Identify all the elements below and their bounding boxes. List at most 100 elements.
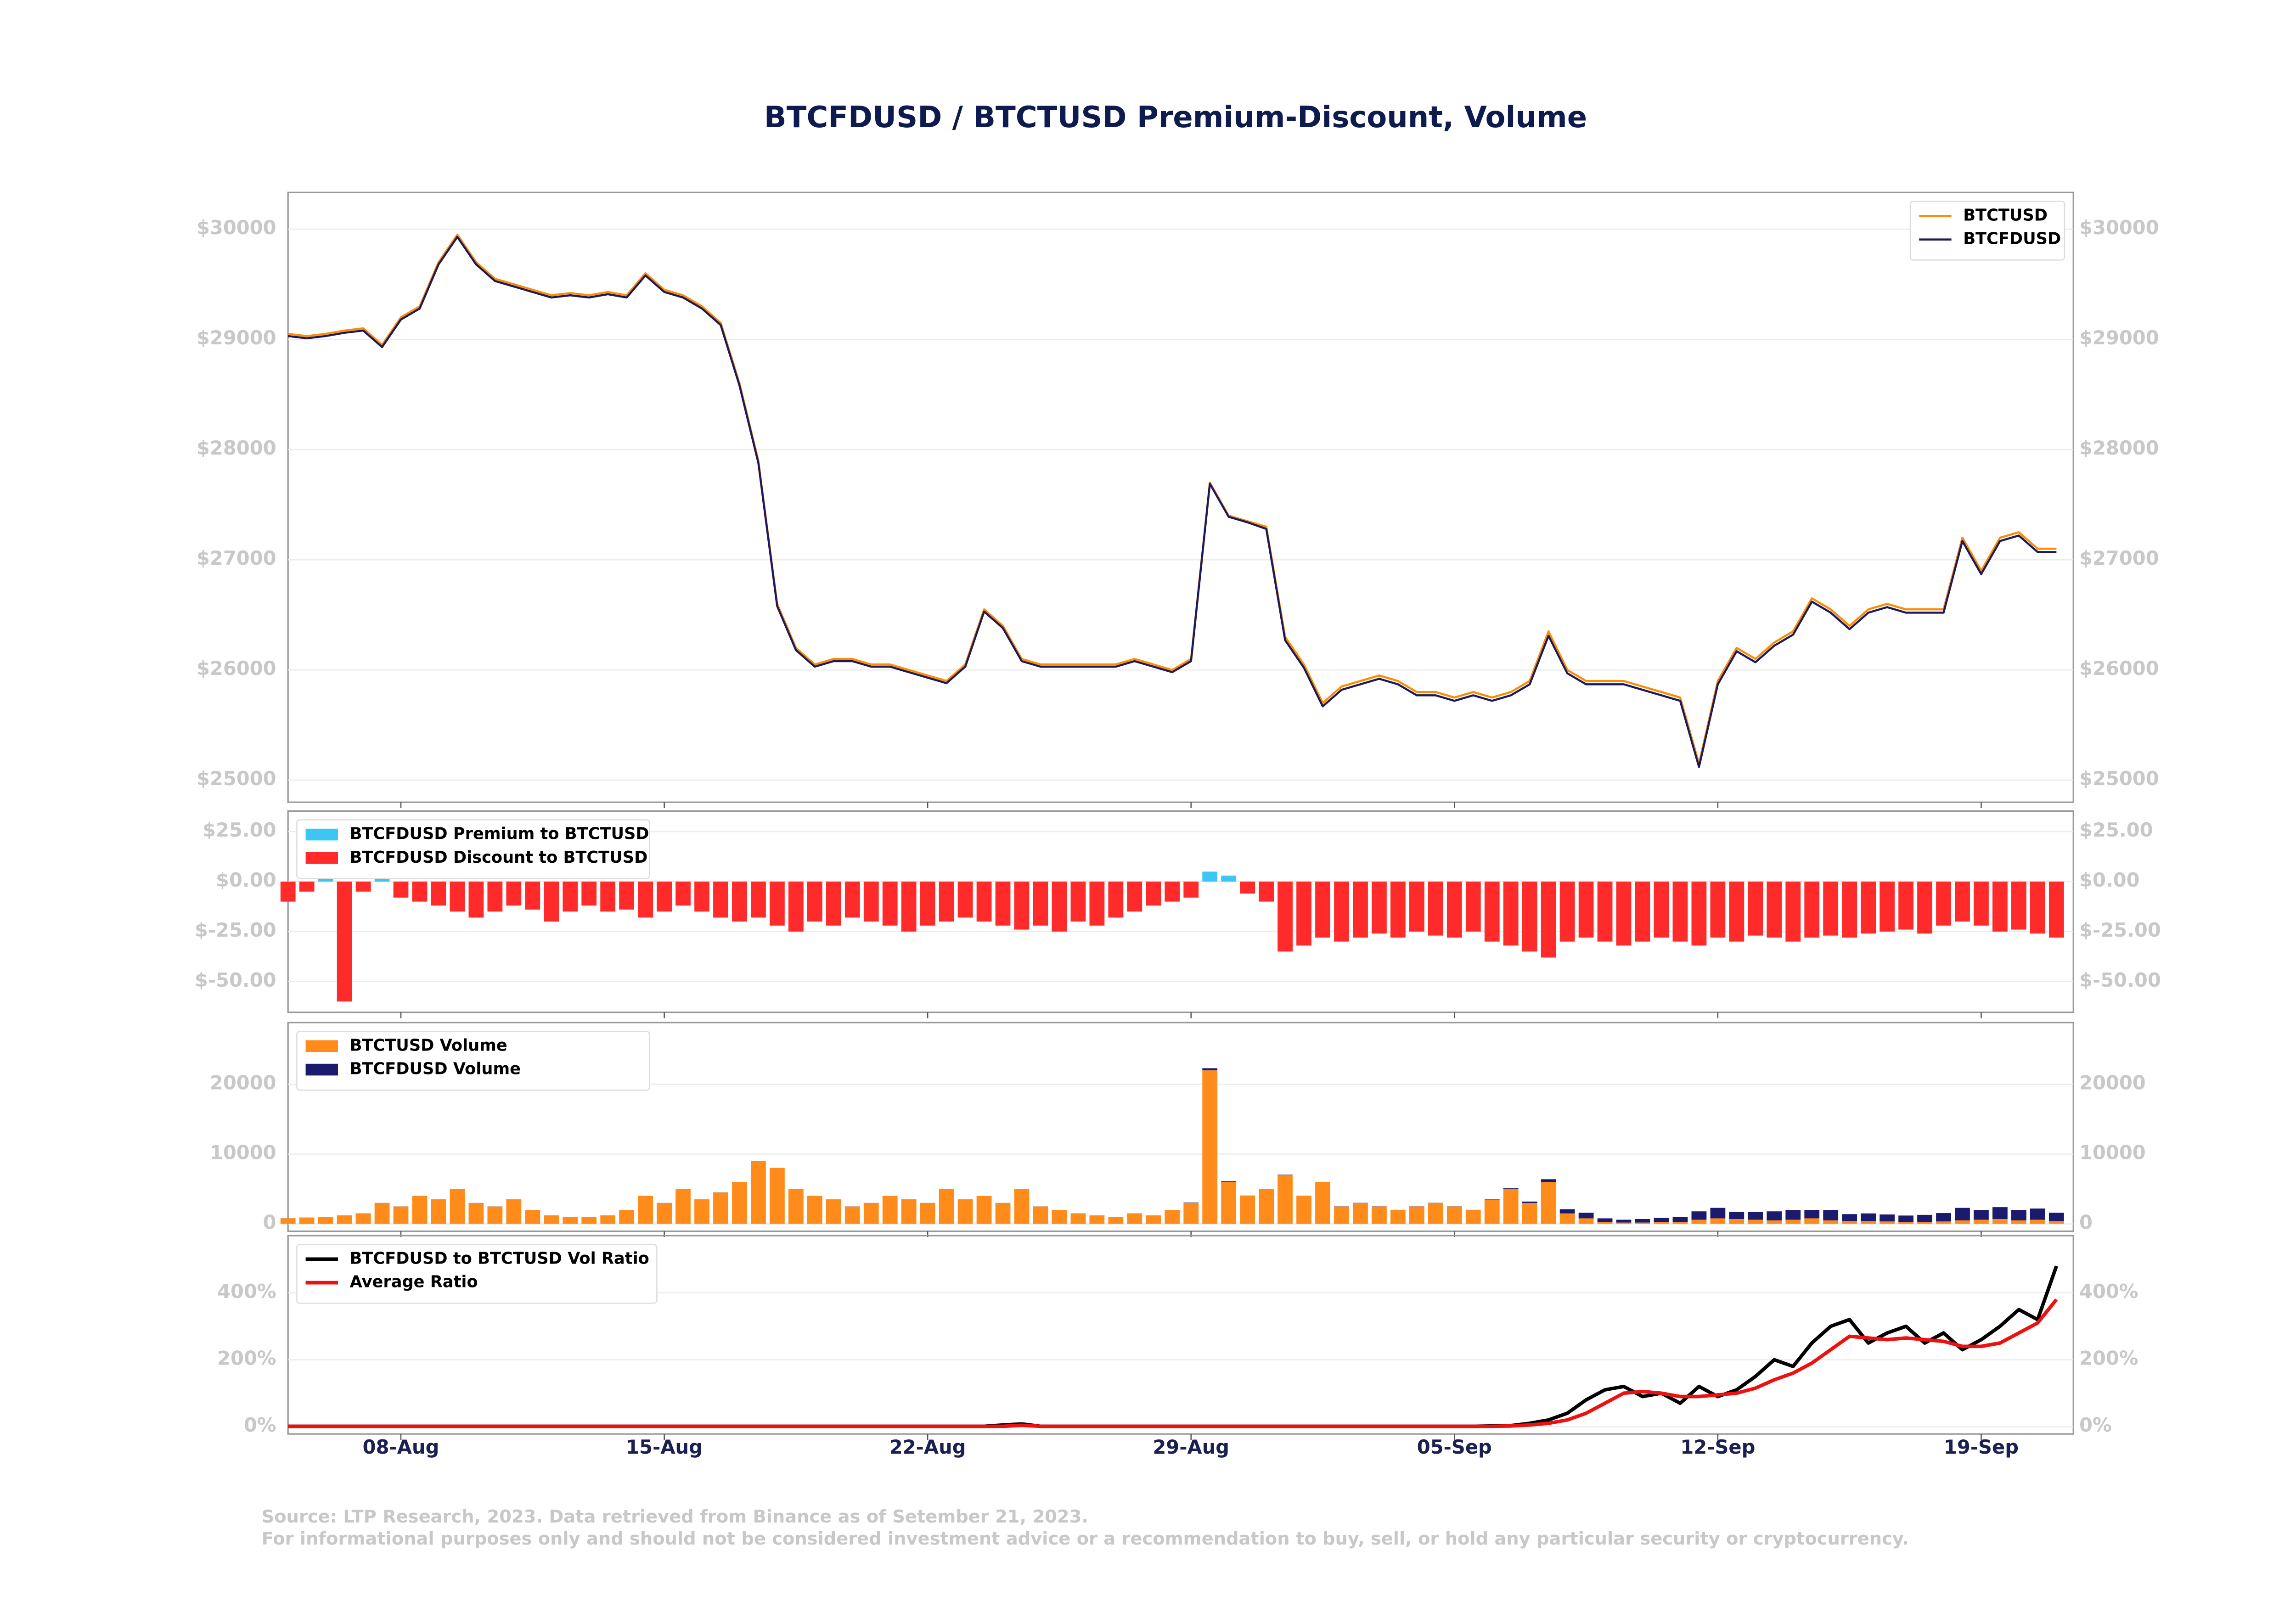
bar <box>1804 882 1820 938</box>
bar <box>563 882 578 912</box>
bar <box>1823 1220 1839 1224</box>
bar <box>1880 1214 1895 1222</box>
y-tick-label: $25.00 <box>203 819 276 841</box>
bar <box>1898 1222 1913 1224</box>
bar <box>468 882 484 918</box>
bar <box>1710 1208 1726 1219</box>
bar <box>1240 882 1255 894</box>
bar <box>299 1217 315 1224</box>
y-tick-label: 20000 <box>210 1072 276 1094</box>
bar <box>1183 1202 1199 1203</box>
y-tick-label-right: $30000 <box>2079 216 2159 239</box>
bar <box>1842 1221 1857 1224</box>
bar <box>525 1210 540 1224</box>
bar <box>1917 1222 1932 1224</box>
bar <box>299 882 315 892</box>
bar <box>1277 1174 1293 1175</box>
legend-label: Average Ratio <box>350 1273 478 1292</box>
legend-label: BTCFDUSD Discount to BTCTUSD <box>350 848 648 867</box>
bar <box>788 1189 804 1224</box>
y-tick-label-right: $27000 <box>2079 547 2159 569</box>
x-tick-label: 15-Aug <box>626 1436 703 1458</box>
bar <box>1259 882 1274 902</box>
bar <box>1578 882 1594 938</box>
bar <box>1635 1222 1650 1224</box>
bar <box>788 882 804 932</box>
bar <box>1541 1182 1556 1224</box>
bar <box>638 882 653 918</box>
bar <box>506 1199 522 1224</box>
legend-label: BTCFDUSD Volume <box>350 1060 521 1079</box>
bar <box>1955 1208 1970 1221</box>
bar <box>1729 1212 1745 1219</box>
bar <box>1146 882 1161 906</box>
disclaimer-note: For informational purposes only and shou… <box>262 1528 1909 1549</box>
bar <box>1221 876 1237 882</box>
bar <box>1936 1213 1951 1222</box>
bar <box>525 882 540 910</box>
y-tick-label-right: $25.00 <box>2079 819 2153 841</box>
bar <box>1616 1219 1632 1223</box>
legend-swatch <box>305 1063 338 1076</box>
bar <box>487 1206 503 1224</box>
bar <box>1654 1218 1669 1222</box>
bar <box>638 1196 653 1224</box>
bar <box>1597 1222 1613 1224</box>
bar <box>1654 882 1669 938</box>
bar <box>920 882 935 926</box>
x-tick-label: 19-Sep <box>1944 1436 2019 1458</box>
bar <box>1390 1210 1406 1224</box>
bar <box>939 882 954 922</box>
bar <box>563 1217 578 1224</box>
bar <box>1014 882 1030 930</box>
bar <box>1183 882 1199 898</box>
legend-label: BTCTUSD Volume <box>350 1036 507 1055</box>
line <box>287 236 2057 768</box>
bar <box>751 1161 766 1224</box>
y-tick-label-right: 0 <box>2079 1211 2093 1234</box>
bar <box>544 1215 559 1224</box>
bar <box>1823 1210 1839 1221</box>
legend-label: BTCFDUSD Premium to BTCTUSD <box>350 825 649 843</box>
bar <box>901 882 917 932</box>
bar <box>1202 871 1218 882</box>
bar <box>1804 1218 1820 1224</box>
bar <box>1597 1218 1613 1222</box>
bar <box>1315 882 1330 938</box>
bar <box>1785 1219 1801 1224</box>
y-tick-label: 200% <box>217 1347 276 1369</box>
bar <box>1691 882 1707 946</box>
x-tick-label: 05-Sep <box>1417 1436 1492 1458</box>
y-tick-label-right: $-50.00 <box>2079 969 2161 991</box>
legend-box <box>296 1244 658 1304</box>
y-tick-label-right: $29000 <box>2079 326 2159 349</box>
bar <box>863 882 879 922</box>
y-tick-label: 400% <box>217 1280 276 1303</box>
bar <box>995 1203 1011 1224</box>
bar <box>1522 1201 1537 1203</box>
y-tick-label-right: $28000 <box>2079 437 2159 459</box>
bar <box>1465 882 1481 932</box>
bar <box>1089 882 1105 926</box>
bar <box>826 882 841 926</box>
bar <box>1315 1182 1330 1224</box>
legend-swatch <box>305 1040 338 1052</box>
bar <box>1522 1203 1537 1224</box>
bar <box>1070 1213 1086 1224</box>
bar <box>393 1206 409 1224</box>
bar <box>1165 882 1180 902</box>
bar <box>450 882 465 912</box>
bar <box>1842 882 1857 938</box>
bar <box>1240 1196 1255 1224</box>
y-tick-label: $-50.00 <box>195 969 276 991</box>
bar <box>1974 882 1989 926</box>
bar <box>1616 1222 1632 1224</box>
bar <box>2011 1210 2026 1221</box>
bar <box>882 1196 898 1224</box>
bar <box>374 1203 390 1224</box>
bar <box>1691 1219 1707 1224</box>
line <box>288 1298 2058 1428</box>
plot-frame <box>287 1235 2074 1435</box>
bar <box>1767 882 1782 938</box>
bar <box>1390 882 1406 938</box>
